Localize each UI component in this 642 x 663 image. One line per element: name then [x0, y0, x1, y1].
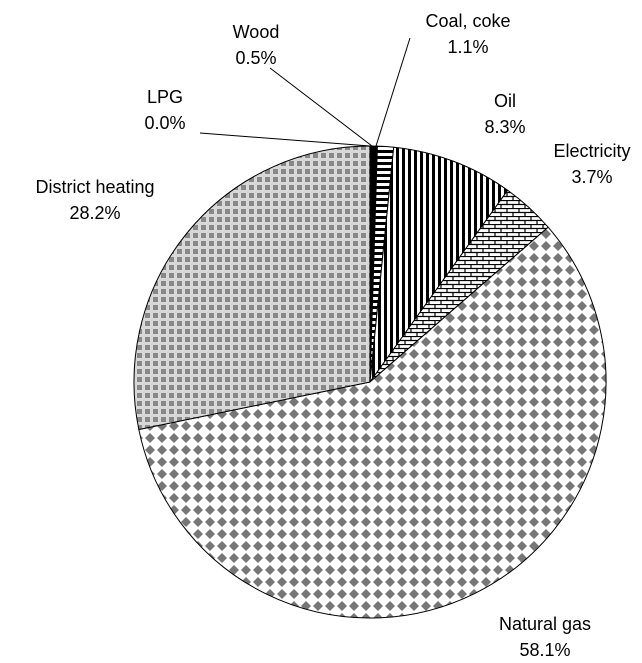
pie-slice	[138, 226, 607, 619]
leader-line	[375, 37, 411, 147]
slice-value-label: 8.3%	[484, 117, 525, 137]
slice-value-label: 0.5%	[235, 48, 276, 68]
pie-slice	[133, 145, 371, 431]
slice-label: Wood	[233, 22, 280, 42]
slice-value-label: 3.7%	[571, 167, 612, 187]
slices	[133, 145, 607, 619]
slice-label: Natural gas	[499, 614, 591, 634]
slice-label: Coal, coke	[425, 11, 510, 31]
leader-line	[269, 67, 373, 147]
slice-label: Electricity	[553, 141, 630, 161]
slice-value-label: 58.1%	[519, 640, 570, 660]
slice-value-label: 0.0%	[144, 113, 185, 133]
slice-label: LPG	[147, 87, 183, 107]
leader-line	[199, 132, 371, 147]
slice-value-label: 28.2%	[69, 203, 120, 223]
slice-label: District heating	[35, 177, 154, 197]
slice-value-label: 1.1%	[447, 37, 488, 57]
labels: Wood 0.5% Coal, coke 1.1% Oil 8.3% Electricity…	[35, 11, 630, 660]
pie-slice	[369, 146, 509, 384]
slice-label: Oil	[494, 91, 516, 111]
